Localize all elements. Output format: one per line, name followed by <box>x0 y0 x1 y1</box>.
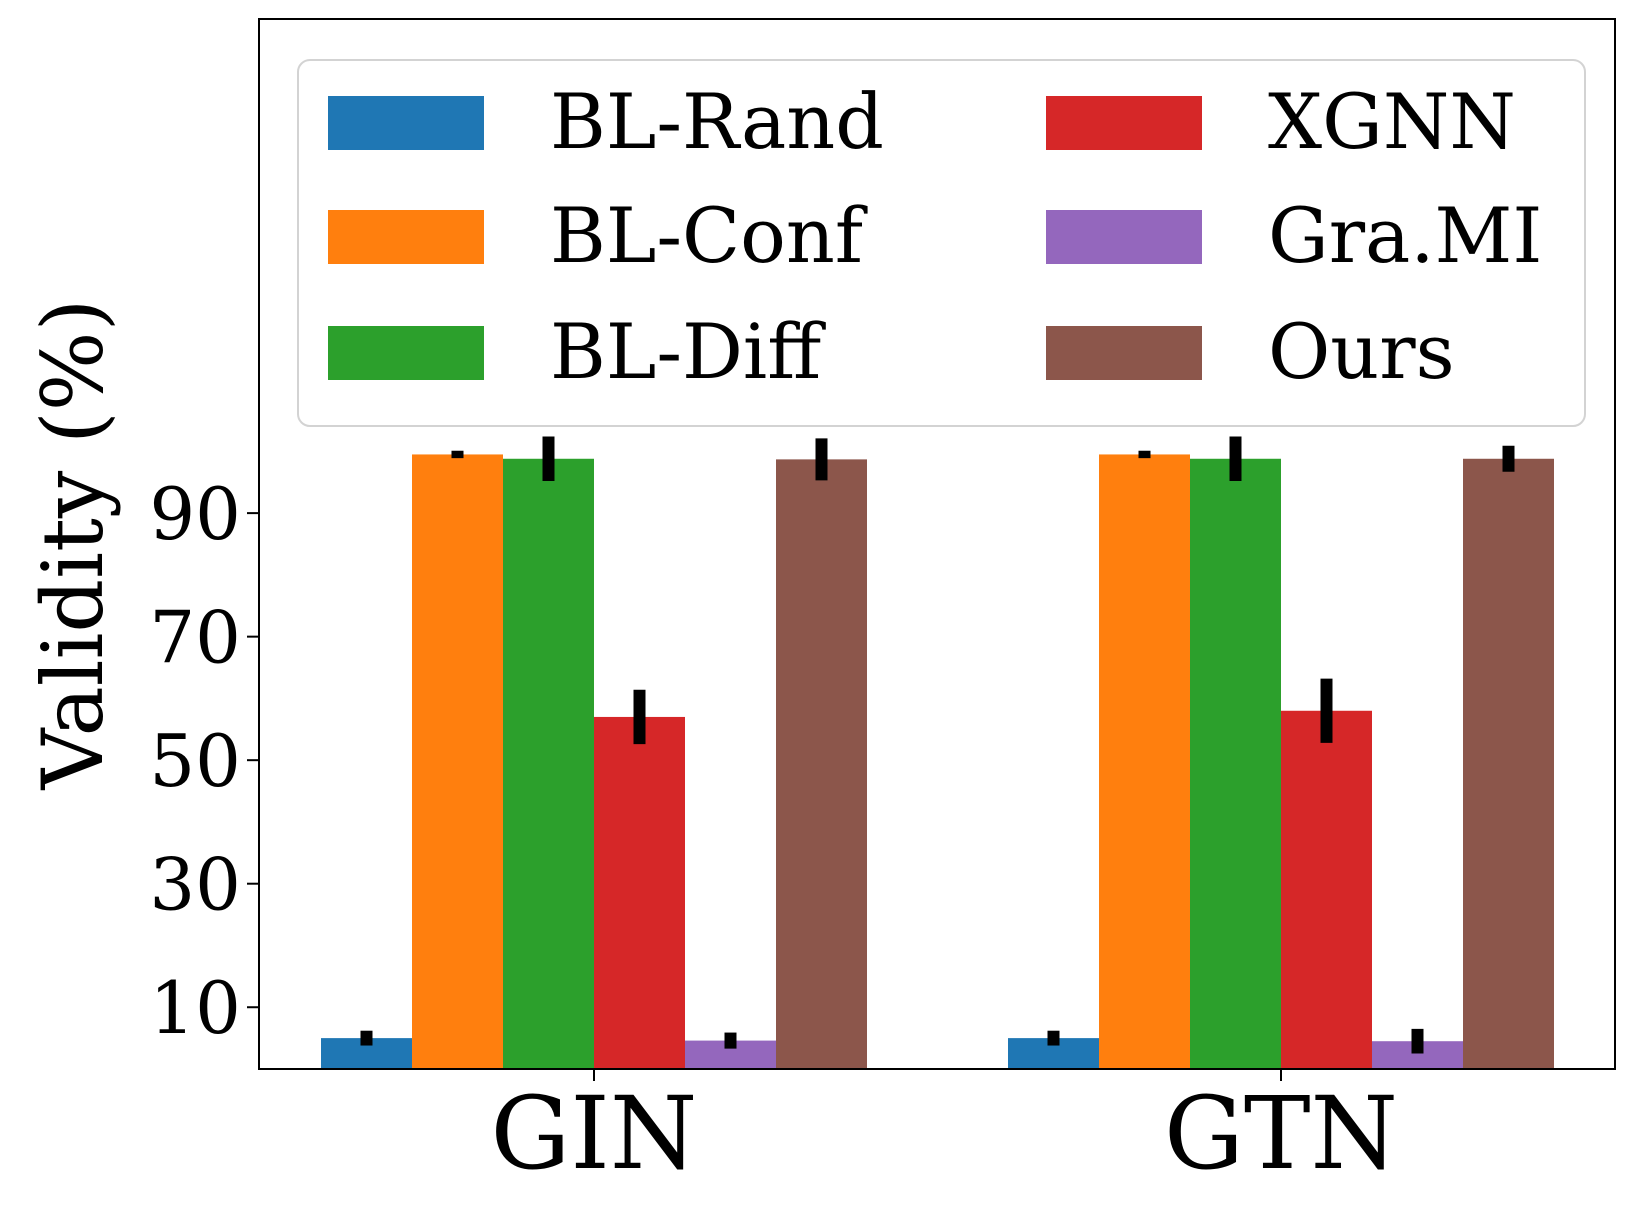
bar-bl-conf-gin <box>412 454 503 1069</box>
bar-ours-gin <box>776 459 867 1070</box>
y-tick-label: 90 <box>149 472 241 556</box>
bars-layer <box>321 454 1554 1070</box>
legend-swatch-bl-conf <box>328 210 484 264</box>
legend-swatch-bl-rand <box>328 96 484 150</box>
legend-label-xgnn: XGNN <box>1268 77 1516 166</box>
y-tick-label: 50 <box>149 719 241 803</box>
legend-label-bl-diff: BL-Diff <box>550 307 826 396</box>
legend: BL-Rand BL-Conf BL-Diff XGNN Gra.MI Ours <box>297 59 1586 427</box>
bar-xgnn-gtn <box>1281 710 1372 1069</box>
legend-label-bl-rand: BL-Rand <box>550 77 884 166</box>
legend-swatch-gra-mi <box>1046 210 1202 264</box>
bar-ours-gtn <box>1463 458 1554 1069</box>
legend-label-ours: Ours <box>1268 307 1455 396</box>
bar-bl-conf-gtn <box>1099 454 1190 1069</box>
legend-label-bl-conf: BL-Conf <box>550 191 868 280</box>
x-tick-label: GIN <box>491 1075 698 1192</box>
legend-frame <box>297 59 1586 427</box>
y-tick-label: 30 <box>149 843 241 927</box>
legend-label-gra-mi: Gra.MI <box>1268 191 1542 280</box>
plot-frame <box>258 18 1616 1070</box>
x-tick-label: GTN <box>1164 1075 1398 1192</box>
y-axis-label: Validity (%) <box>24 299 122 791</box>
legend-swatch-bl-diff <box>328 326 484 380</box>
y-axis: 10 30 50 70 90 <box>149 472 259 1050</box>
bar-bl-diff-gin <box>503 458 594 1069</box>
y-tick-label: 10 <box>149 966 241 1050</box>
legend-swatch-ours <box>1046 326 1202 380</box>
x-axis: GIN GTN <box>491 1069 1398 1192</box>
error-bars-layer <box>360 436 1515 1054</box>
y-tick-label: 70 <box>149 596 241 680</box>
bar-bl-diff-gtn <box>1190 458 1281 1069</box>
bar-xgnn-gin <box>594 716 685 1069</box>
legend-swatch-xgnn <box>1046 96 1202 150</box>
